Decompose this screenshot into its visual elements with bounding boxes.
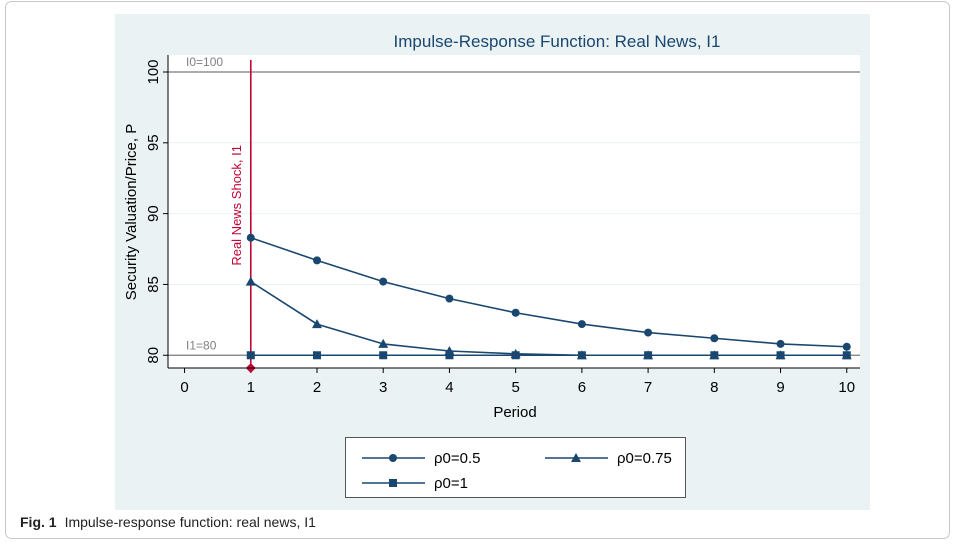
point	[245, 276, 256, 286]
x-tick-label: 7	[644, 379, 652, 396]
reference-label: I0=100	[186, 55, 223, 69]
x-tick-label: 9	[776, 379, 784, 396]
reference-label: I1=80	[186, 338, 217, 352]
legend-label: ρ0=0.5	[434, 450, 481, 467]
plot-region	[168, 55, 860, 368]
series-line	[250, 236, 847, 348]
point	[445, 351, 454, 360]
point	[379, 277, 388, 286]
legend-box	[345, 437, 686, 498]
point	[776, 351, 785, 360]
point	[312, 351, 321, 360]
x-tick-label: 3	[379, 379, 387, 396]
point	[445, 294, 454, 303]
legend-marker	[389, 454, 397, 462]
x-tick-label: 6	[578, 379, 586, 396]
x-tick-label: 1	[247, 379, 255, 396]
point	[511, 351, 520, 360]
point	[710, 334, 719, 343]
y-tick-label: 100	[145, 59, 162, 84]
x-tick-label: 4	[445, 379, 453, 396]
legend-label: ρ0=0.75	[617, 450, 672, 467]
caption: Fig. 1 Impulse-response function: real ne…	[20, 514, 316, 530]
shock-label: Real News Shock, I1	[229, 145, 244, 266]
y-tick-label: 85	[145, 276, 162, 293]
point	[311, 319, 322, 329]
y-axis-label: Security Valuation/Price, P	[123, 124, 140, 300]
point	[246, 351, 255, 360]
x-tick-label: 0	[180, 379, 188, 396]
point	[511, 308, 520, 317]
x-tick-label: 10	[838, 379, 855, 396]
point	[776, 339, 785, 348]
point	[577, 320, 586, 329]
point	[246, 233, 255, 242]
legend-marker	[571, 453, 581, 462]
point	[378, 338, 389, 348]
legend-label: ρ0=1	[434, 475, 468, 492]
point	[644, 328, 653, 337]
caption-text: Impulse-response function: real news, I1	[65, 514, 317, 530]
y-tick-label: 80	[145, 347, 162, 364]
legend-marker	[389, 479, 397, 487]
y-tick-label: 90	[145, 205, 162, 222]
point	[379, 351, 388, 360]
point	[312, 256, 321, 265]
plot-layer: 80 85 90 95 100 0 1 2 3 4 5 6 7 8 9 10 I0=100 I1=80 Real N…	[145, 55, 860, 492]
x-tick-label: 2	[313, 379, 321, 396]
point	[644, 351, 653, 360]
y-tick-label: 95	[145, 134, 162, 151]
point	[842, 351, 851, 360]
point	[710, 351, 719, 360]
caption-label: Fig. 1	[20, 514, 57, 530]
point	[577, 351, 586, 360]
chart-title: Impulse-Response Function: Real News, I1	[394, 32, 721, 51]
x-tick-label: 8	[710, 379, 718, 396]
x-axis-label: Period	[493, 404, 536, 421]
x-tick-label: 5	[511, 379, 519, 396]
point	[842, 342, 851, 351]
